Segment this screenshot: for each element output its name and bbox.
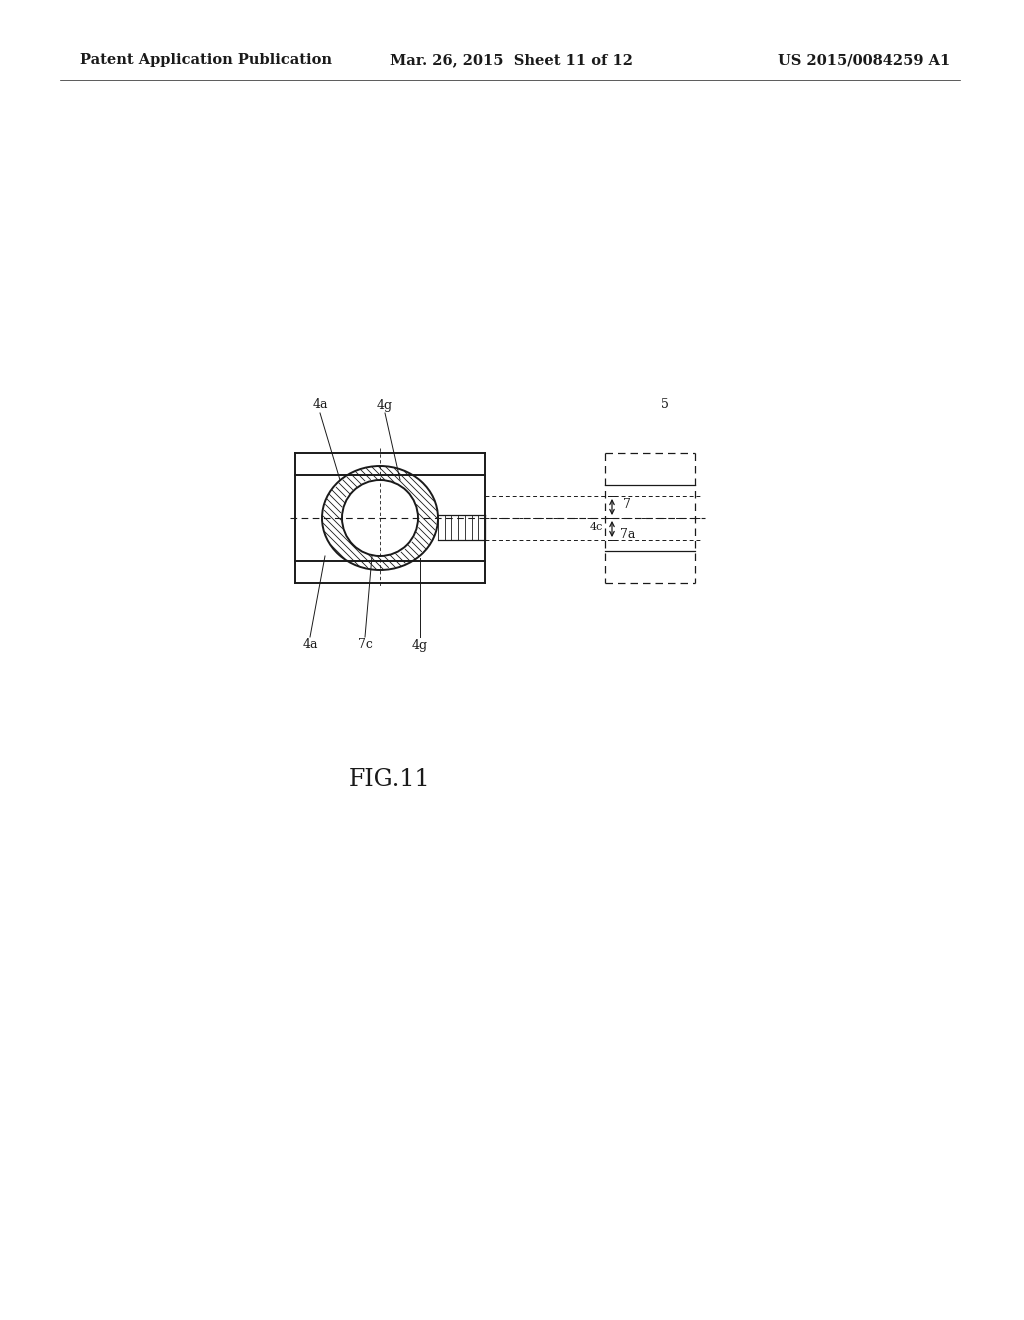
Text: 4a: 4a — [302, 639, 317, 652]
Text: 4a: 4a — [312, 399, 328, 412]
Text: 7c: 7c — [357, 639, 373, 652]
Text: 5: 5 — [662, 399, 669, 412]
Text: 4g: 4g — [412, 639, 428, 652]
Text: 7: 7 — [623, 498, 631, 511]
Text: FIG.11: FIG.11 — [349, 768, 431, 792]
Text: Patent Application Publication: Patent Application Publication — [80, 53, 332, 67]
Text: 7a: 7a — [620, 528, 635, 540]
Text: Mar. 26, 2015  Sheet 11 of 12: Mar. 26, 2015 Sheet 11 of 12 — [390, 53, 634, 67]
Text: 4g: 4g — [377, 399, 393, 412]
Text: 4c: 4c — [590, 521, 603, 532]
Text: US 2015/0084259 A1: US 2015/0084259 A1 — [778, 53, 950, 67]
